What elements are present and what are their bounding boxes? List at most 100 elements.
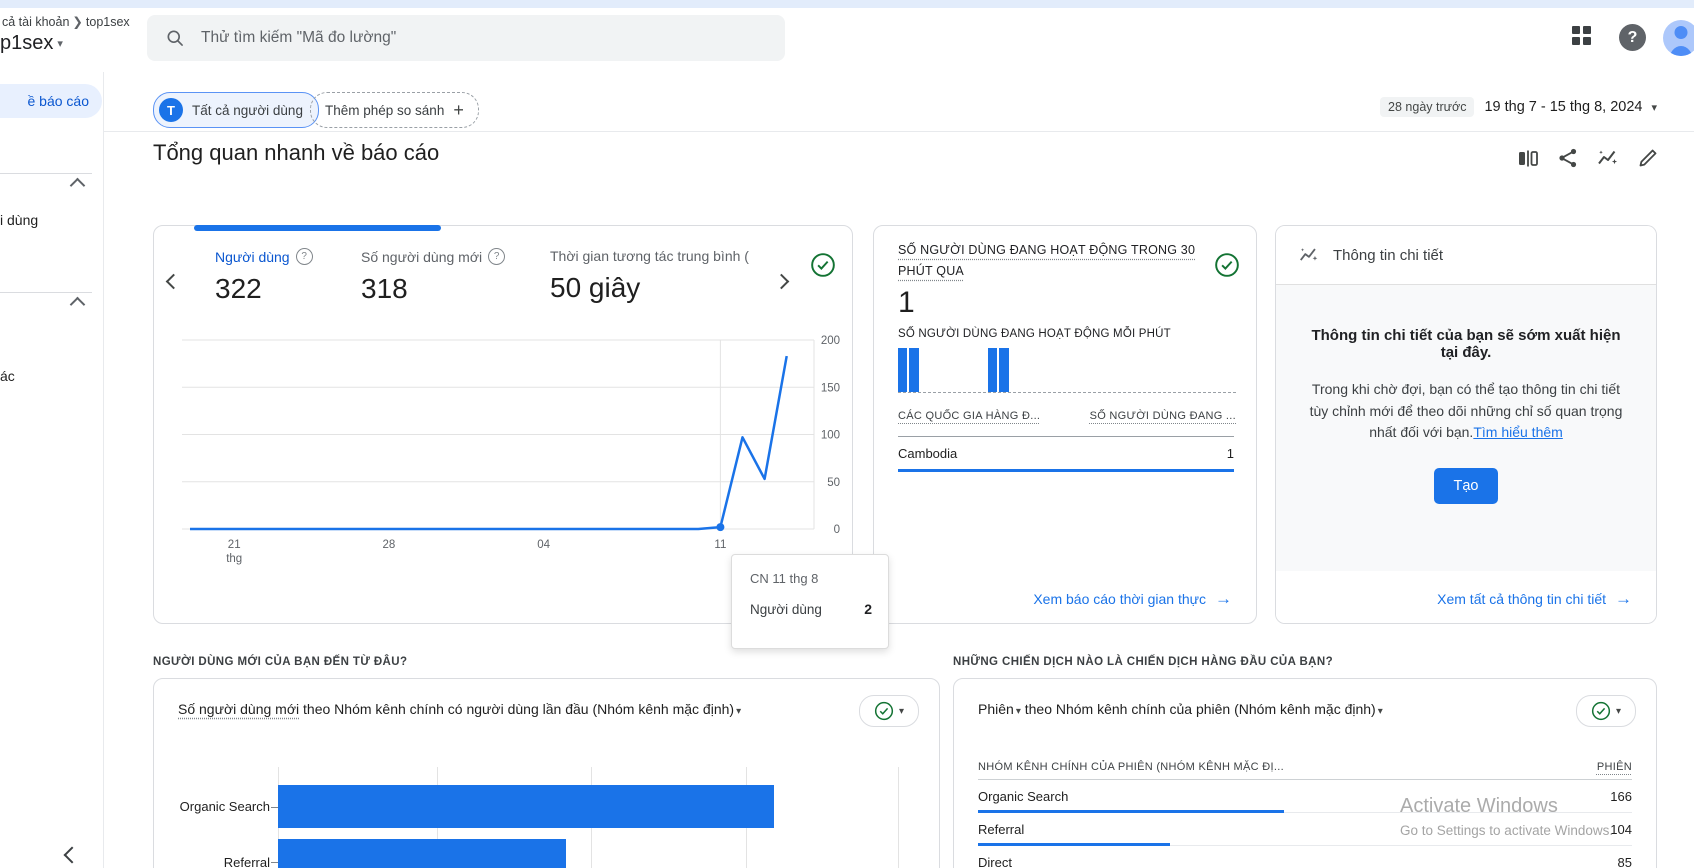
property-name: p1sex [0,32,54,54]
minute-slot [1078,348,1087,392]
channel-bar [278,839,566,868]
svg-text:50: 50 [827,477,840,489]
svg-text:28: 28 [383,539,396,551]
sidebar-collapse-icon[interactable] [63,846,81,866]
card-options-control[interactable]: ▾ [859,695,919,727]
column-header-active-users[interactable]: SỐ NGƯỜI DÙNG ĐANG ... [1089,410,1236,422]
sessions-progress-bar [978,843,1170,846]
filter-bar-divider [104,131,1694,132]
column-header-sessions[interactable]: PHIÊN [1596,761,1632,773]
avatar[interactable] [1663,20,1694,56]
minute-slot [1146,348,1155,392]
metric-value: 50 giây [550,272,641,303]
minute-slot [1044,348,1053,392]
sidebar-divider [0,292,92,293]
breadcrumb-account[interactable]: cả tài khoản [2,15,70,29]
page-title: Tổng quan nhanh về báo cáo [153,140,440,165]
collapse-section-icon[interactable] [69,177,86,194]
minute-slot [1022,348,1031,392]
caret-down-icon: ▾ [898,705,905,717]
carousel-next-icon[interactable] [773,273,790,292]
sessions-table-row: Direct 85 [978,846,1632,868]
minute-slot [1056,348,1065,392]
svg-text:11: 11 [714,539,726,551]
minute-slot [1191,348,1200,392]
add-comparison-chip[interactable]: Thêm phép so sánh + [310,92,479,128]
breadcrumb-property[interactable]: top1sex [85,15,130,29]
users-line-chart: 0 50 100 150 200 21 28 04 11 thg [182,335,840,565]
minute-slot [1225,348,1234,392]
search-placeholder: Thử tìm kiếm "Mã đo lường" [201,29,397,46]
sidebar-item-users[interactable]: i dùng [0,212,39,228]
sessions-table-header: NHÓM KÊNH CHÍNH CỦA PHIÊN (NHÓM KÊNH MẶC… [978,749,1632,780]
sessions-value: 104 [1610,821,1632,837]
svg-text:thg: thg [226,553,242,565]
insights-icon[interactable] [1596,146,1620,170]
users-per-minute-bars [898,348,1236,393]
section-question-campaigns: NHỮNG CHIẾN DỊCH NÀO LÀ CHIẾN DỊCH HÀNG … [953,656,1334,668]
metric-help-icon[interactable]: ? [488,248,506,265]
minute-slot [1135,348,1144,392]
channel-name: Organic Search [978,788,1069,804]
check-circle-icon[interactable] [1214,252,1240,278]
metric-tab-2[interactable]: Số người dùng mới? 318 [361,248,506,305]
insights-header: Thông tin chi tiết [1276,226,1656,285]
date-range-value: 19 thg 7 - 15 thg 8, 2024 [1484,99,1643,115]
collapse-section-icon[interactable] [69,296,86,313]
insights-title: Thông tin chi tiết [1333,246,1444,264]
card-options-control[interactable]: ▾ [1576,695,1636,727]
svg-text:200: 200 [821,335,840,347]
minute-slot [977,348,986,392]
date-range-selector[interactable]: 28 ngày trước 19 thg 7 - 15 thg 8, 2024 … [1380,97,1657,117]
property-selector[interactable]: p1sex ▾ [0,32,63,55]
realtime-title[interactable]: SỐ NGƯỜI DÙNG ĐANG HOẠT ĐỘNG TRONG 30 PH… [898,243,1196,279]
sidebar-item-other[interactable]: ác [0,368,15,384]
sessions-card-title[interactable]: Phiên ▾ theo Nhóm kênh chính của phiên (N… [978,701,1383,717]
tooltip-metric-value: 2 [864,601,872,617]
minute-slot [1011,348,1020,392]
check-circle-icon [1591,701,1611,721]
channel-bar [278,785,774,828]
carousel-prev-icon[interactable] [165,273,182,292]
date-preset-badge: 28 ngày trước [1380,97,1475,117]
minute-slot [1112,348,1121,392]
help-icon[interactable]: ? [1619,24,1646,51]
view-all-insights-link[interactable]: Xem tất cả thông tin chi tiết → [1437,589,1632,608]
minute-bar [898,348,908,392]
insights-footer: Xem tất cả thông tin chi tiết → [1276,571,1656,623]
share-icon[interactable] [1556,146,1580,170]
minute-slot [1090,348,1099,392]
metric-help-icon[interactable]: ? [295,248,313,265]
caret-down-icon: ▾ [1377,706,1383,717]
app-header: cả tài khoản ❯ top1sex p1sex ▾ Thử tìm kiếm… [0,8,1694,72]
channel-name: Referral [978,821,1025,837]
new-users-card: Số người dùng mới theo Nhóm kênh chính c… [153,678,940,868]
new-users-card-title[interactable]: Số người dùng mới theo Nhóm kênh chính c… [178,701,742,717]
sessions-value: 85 [1617,854,1632,868]
realtime-card: SỐ NGƯỜI DÙNG ĐANG HOẠT ĐỘNG TRONG 30 PH… [873,225,1257,624]
metric-tab-1[interactable]: Người dùng? 322 [215,248,313,305]
segment-chip-all-users[interactable]: T Tất cả người dùng [153,92,319,128]
realtime-country-row: Cambodia 1 [898,442,1234,461]
breadcrumb[interactable]: cả tài khoản ❯ top1sex [2,14,130,29]
top-accent-strip [0,0,1694,8]
sessions-table-rows: Organic Search 166 Referral 104 Direct 85 [978,780,1632,868]
apps-grid-icon[interactable] [1572,26,1591,45]
column-header-country[interactable]: CÁC QUỐC GIA HÀNG Đ... [898,410,1041,422]
minute-slot [1123,348,1132,392]
edit-icon[interactable] [1636,146,1660,170]
check-circle-icon [874,701,894,721]
comparison-icon[interactable] [1516,146,1540,170]
minute-slot [943,348,952,392]
insights-card: Thông tin chi tiết Thông tin chi tiết củ… [1275,225,1657,624]
svg-text:0: 0 [834,524,840,536]
view-realtime-report-link[interactable]: Xem báo cáo thời gian thực → [1033,589,1232,608]
check-circle-icon[interactable] [810,252,836,278]
sidebar-item-reports-snapshot[interactable]: ề báo cáo [0,84,102,118]
metric-tab-3[interactable]: Thời gian tương tác trung bình (50 giây [550,248,749,303]
minute-slot [1213,348,1222,392]
learn-more-link[interactable]: Tìm hiểu thêm [1473,424,1563,441]
metric-value: 322 [215,273,262,304]
search-input[interactable]: Thử tìm kiếm "Mã đo lường" [147,15,785,61]
create-insight-button[interactable]: Tạo [1434,468,1498,505]
